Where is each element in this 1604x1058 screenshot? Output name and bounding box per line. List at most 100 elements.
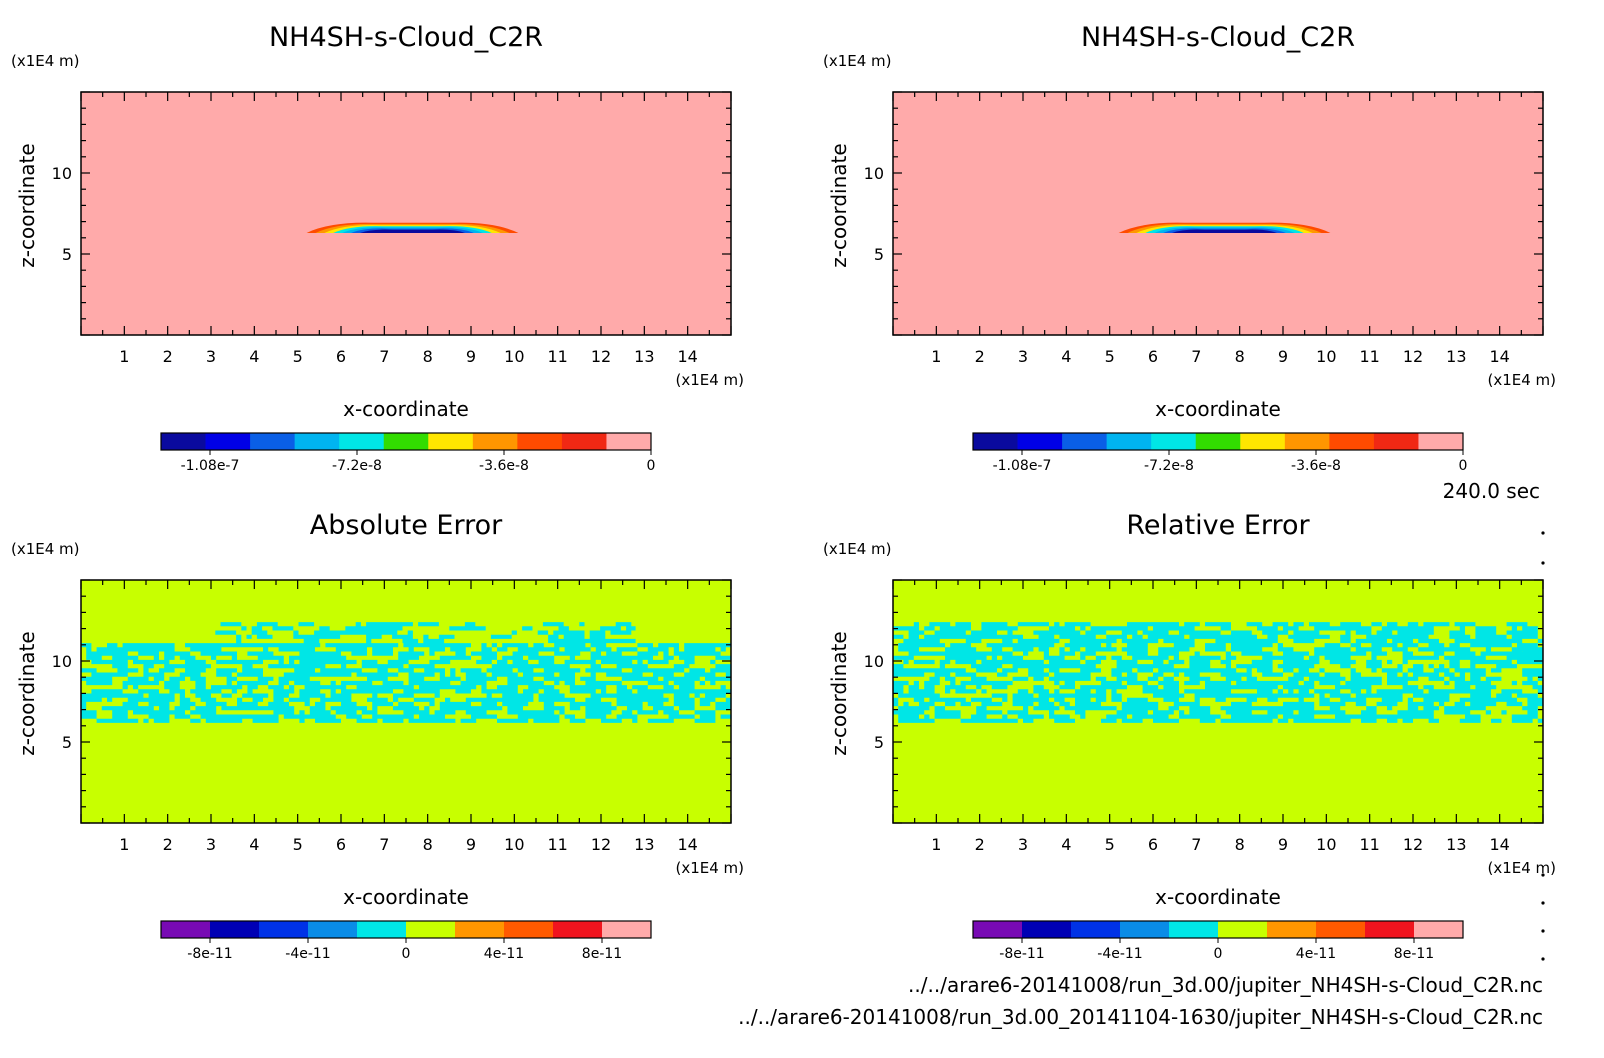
colorbar-swatch — [517, 433, 563, 450]
chart-title: NH4SH-s-Cloud_C2R — [269, 22, 543, 53]
colorbar-swatch — [259, 921, 309, 938]
colorbar-tick-label: -1.08e-7 — [993, 458, 1052, 474]
x-tick-label: 5 — [1105, 347, 1115, 366]
colorbar-swatch — [1022, 921, 1072, 938]
x-tick-label: 8 — [423, 347, 433, 366]
colorbar-swatch — [1329, 433, 1375, 450]
x-tick-label: 8 — [1235, 835, 1245, 854]
x-axis-label: x-coordinate — [1155, 397, 1281, 421]
x-tick-label: 2 — [975, 835, 985, 854]
colorbar-swatch — [1169, 921, 1219, 938]
x-tick-label: 5 — [293, 347, 303, 366]
x-tick-label: 11 — [1359, 347, 1379, 366]
dot-mark — [1541, 873, 1545, 877]
y-tick-label: 10 — [52, 652, 72, 671]
y-axis-label: z-coordinate — [15, 631, 39, 755]
y-unit-label: (x1E4 m) — [823, 540, 892, 558]
y-unit-label: (x1E4 m) — [11, 540, 80, 558]
colorbar-swatch — [406, 921, 456, 938]
x-tick-label: 9 — [1278, 347, 1288, 366]
y-axis-label: z-coordinate — [827, 631, 851, 755]
colorbar-swatch — [1267, 921, 1317, 938]
colorbar-tick-label: -7.2e-8 — [332, 458, 382, 474]
colorbar-swatch — [308, 921, 358, 938]
colorbar-swatch — [250, 433, 296, 450]
colorbar-tick-label: 4e-11 — [1296, 946, 1336, 962]
cloud-contour — [1171, 229, 1278, 233]
colorbar-swatch — [1120, 921, 1170, 938]
y-unit-label: (x1E4 m) — [823, 52, 892, 70]
colorbar-tick-label: -1.08e-7 — [181, 458, 240, 474]
colorbar-swatch — [561, 433, 607, 450]
colorbar-tick-label: 0 — [647, 458, 656, 474]
x-tick-label: 10 — [1316, 835, 1336, 854]
colorbar-tick-label: -4e-11 — [1097, 946, 1142, 962]
x-tick-label: 4 — [1061, 347, 1071, 366]
y-tick-label: 10 — [864, 164, 884, 183]
x-tick-label: 12 — [1403, 347, 1423, 366]
x-tick-label: 6 — [1148, 835, 1158, 854]
footer-line-1: ../../arare6-20141008/run_3d.00/jupiter_… — [908, 973, 1543, 997]
x-tick-label: 6 — [1148, 347, 1158, 366]
x-tick-label: 3 — [1018, 835, 1028, 854]
colorbar-swatch — [383, 433, 429, 450]
field-background — [81, 92, 731, 335]
x-tick-label: 5 — [1105, 835, 1115, 854]
colorbar-tick-label: 0 — [1459, 458, 1468, 474]
y-unit-label: (x1E4 m) — [11, 52, 80, 70]
colorbar-swatch — [357, 921, 407, 938]
cloud-contour — [359, 229, 466, 233]
error-noise-band — [893, 622, 1543, 723]
colorbar-tick-label: 0 — [1214, 946, 1223, 962]
x-tick-label: 6 — [336, 347, 346, 366]
colorbar-swatch — [1365, 921, 1415, 938]
error-noise-band — [81, 622, 731, 723]
colorbar-swatch — [339, 433, 385, 450]
chart-title: NH4SH-s-Cloud_C2R — [1081, 22, 1355, 53]
y-tick-label: 10 — [864, 652, 884, 671]
x-tick-label: 11 — [1359, 835, 1379, 854]
colorbar-swatch — [1017, 433, 1063, 450]
x-tick-label: 11 — [547, 835, 567, 854]
colorbar-swatch — [1106, 433, 1152, 450]
x-tick-label: 11 — [547, 347, 567, 366]
colorbar-swatch — [161, 433, 206, 450]
colorbar-tick-label: -8e-11 — [187, 946, 232, 962]
x-unit-label: (x1E4 m) — [675, 859, 744, 877]
y-tick-label: 10 — [52, 164, 72, 183]
colorbar-tick-label: -7.2e-8 — [1144, 458, 1194, 474]
x-tick-label: 6 — [336, 835, 346, 854]
colorbar-tick-label: -3.6e-8 — [1291, 458, 1341, 474]
colorbar-tick-label: -4e-11 — [285, 946, 330, 962]
x-tick-label: 1 — [931, 835, 941, 854]
colorbar-swatch — [1218, 921, 1268, 938]
x-tick-label: 1 — [119, 347, 129, 366]
x-tick-label: 13 — [1446, 835, 1466, 854]
x-axis-label: x-coordinate — [343, 397, 469, 421]
y-axis-label: z-coordinate — [15, 143, 39, 267]
colorbar-swatch — [1284, 433, 1330, 450]
colorbar-tick-label: 8e-11 — [1394, 946, 1434, 962]
colorbar-tick-label: -8e-11 — [999, 946, 1044, 962]
x-tick-label: 4 — [249, 835, 259, 854]
x-tick-label: 7 — [379, 835, 389, 854]
x-tick-label: 1 — [931, 347, 941, 366]
x-tick-label: 3 — [1018, 347, 1028, 366]
colorbar-swatch — [1195, 433, 1241, 450]
colorbar-swatch — [1062, 433, 1108, 450]
colorbar-swatch — [1240, 433, 1286, 450]
colorbar-swatch — [472, 433, 518, 450]
x-tick-label: 10 — [504, 347, 524, 366]
colorbar-tick-label: 4e-11 — [484, 946, 524, 962]
colorbar-tick-label: 0 — [402, 946, 411, 962]
colorbar-swatch — [1414, 921, 1464, 938]
colorbar-swatch — [294, 433, 340, 450]
colorbar-swatch — [428, 433, 474, 450]
dot-mark — [1541, 531, 1545, 535]
x-tick-label: 2 — [163, 347, 173, 366]
x-tick-label: 10 — [504, 835, 524, 854]
footer-line-2: ../../arare6-20141008/run_3d.00_20141104… — [738, 1005, 1543, 1029]
colorbar-swatch — [1373, 433, 1419, 450]
x-tick-label: 14 — [677, 347, 697, 366]
x-tick-label: 2 — [163, 835, 173, 854]
